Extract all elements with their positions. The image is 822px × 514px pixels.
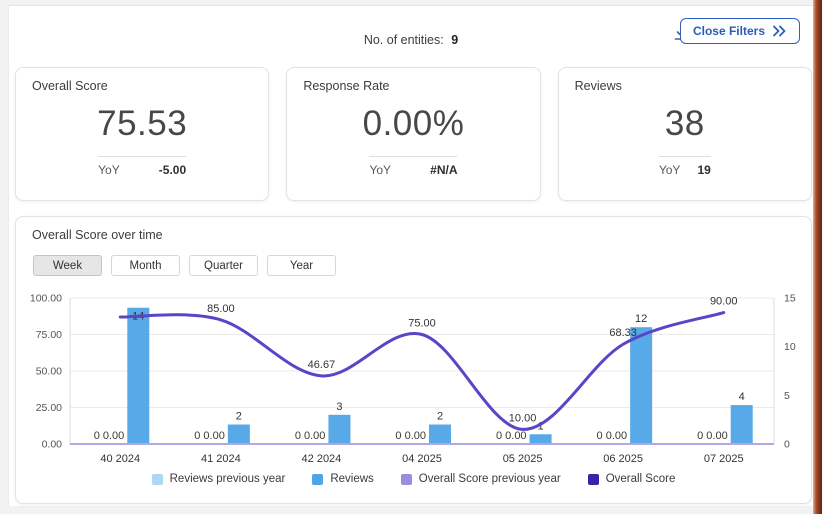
svg-text:0 0.00: 0 0.00 xyxy=(697,430,728,442)
svg-text:2: 2 xyxy=(437,411,443,423)
legend-label: Overall Score previous year xyxy=(418,473,561,485)
svg-text:07 2025: 07 2025 xyxy=(704,453,744,465)
background-edge xyxy=(813,0,822,514)
kpi-value: 38 xyxy=(664,104,705,143)
svg-text:0 0.00: 0 0.00 xyxy=(496,430,527,442)
time-granularity-tabs: Week Month Quarter Year xyxy=(33,255,336,276)
svg-text:4: 4 xyxy=(739,391,745,403)
svg-text:75.00: 75.00 xyxy=(36,329,62,341)
tab-year[interactable]: Year xyxy=(267,255,336,276)
kpi-divider xyxy=(98,156,187,157)
kpi-divider xyxy=(369,156,458,157)
chart-legend: Reviews previous year Reviews Overall Scor… xyxy=(16,473,811,485)
svg-text:0 0.00: 0 0.00 xyxy=(295,430,326,442)
main-panel: No. of entities: 9 Close Filters Overall… xyxy=(8,5,813,506)
svg-text:0 0.00: 0 0.00 xyxy=(395,430,426,442)
svg-text:1: 1 xyxy=(538,420,544,432)
entities-label: No. of entities: xyxy=(363,33,444,47)
entities-value: 9 xyxy=(451,33,459,47)
chart-title: Overall Score over time xyxy=(32,228,163,242)
svg-text:85.00: 85.00 xyxy=(207,303,235,315)
tab-quarter[interactable]: Quarter xyxy=(189,255,258,276)
svg-text:40 2024: 40 2024 xyxy=(100,453,140,465)
kpi-title: Overall Score xyxy=(32,79,108,93)
svg-text:10: 10 xyxy=(784,341,796,353)
tab-week[interactable]: Week xyxy=(33,255,102,276)
legend-swatch xyxy=(151,473,163,485)
svg-text:25.00: 25.00 xyxy=(36,402,62,414)
tab-month[interactable]: Month xyxy=(111,255,180,276)
svg-text:15: 15 xyxy=(784,293,796,305)
kpi-card-overall-score: Overall Score 75.53 YoY -5.00 xyxy=(15,67,270,201)
legend-swatch xyxy=(400,473,412,485)
svg-text:10.00: 10.00 xyxy=(509,412,537,424)
kpi-value: 0.00% xyxy=(362,104,465,143)
svg-text:75.00: 75.00 xyxy=(408,318,436,330)
legend-label: Reviews previous year xyxy=(169,473,286,485)
svg-text:3: 3 xyxy=(336,401,342,413)
yoy-value: #N/A xyxy=(430,163,458,177)
svg-text:0 0.00: 0 0.00 xyxy=(94,430,125,442)
close-filters-button[interactable]: Close Filters xyxy=(679,18,800,44)
svg-text:46.67: 46.67 xyxy=(308,359,336,371)
chart-card: Overall Score over time Week Month Quarter… xyxy=(15,216,812,504)
top-bar: No. of entities: 9 Close Filters xyxy=(9,6,813,64)
legend-item[interactable]: Overall Score xyxy=(587,473,676,485)
svg-text:100.00: 100.00 xyxy=(30,293,62,305)
svg-text:04 2025: 04 2025 xyxy=(402,453,442,465)
svg-text:0 0.00: 0 0.00 xyxy=(597,430,628,442)
yoy-value: 19 xyxy=(697,163,711,177)
svg-text:50.00: 50.00 xyxy=(36,366,62,378)
svg-text:12: 12 xyxy=(635,313,647,325)
svg-text:5: 5 xyxy=(784,390,790,402)
svg-text:0 0.00: 0 0.00 xyxy=(194,430,225,442)
svg-text:06 2025: 06 2025 xyxy=(603,453,643,465)
svg-text:05 2025: 05 2025 xyxy=(503,453,543,465)
yoy-value: -5.00 xyxy=(158,163,187,177)
yoy-label: YoY xyxy=(369,163,392,177)
kpi-title: Response Rate xyxy=(303,79,390,93)
svg-text:68.33: 68.33 xyxy=(609,327,637,339)
svg-text:90.00: 90.00 xyxy=(710,296,738,308)
svg-text:41 2024: 41 2024 xyxy=(201,453,241,465)
svg-text:2: 2 xyxy=(236,411,242,423)
yoy-label: YoY xyxy=(658,163,681,177)
legend-label: Overall Score xyxy=(605,473,676,485)
svg-text:42 2024: 42 2024 xyxy=(302,453,342,465)
legend-label: Reviews xyxy=(330,473,374,485)
close-filters-label: Close Filters xyxy=(692,24,765,38)
legend-item[interactable]: Overall Score previous year xyxy=(400,473,561,485)
legend-swatch xyxy=(587,473,599,485)
combo-chart-svg: 100.00 75.00 50.00 25.00 0.00 15 10 5 0 0 0.00 0 0… xyxy=(30,293,796,466)
kpi-title: Reviews xyxy=(574,79,622,93)
kpi-divider xyxy=(658,156,711,157)
svg-text:0: 0 xyxy=(784,439,790,451)
kpi-card-reviews: Reviews 38 YoY 19 xyxy=(557,67,812,201)
legend-item[interactable]: Reviews previous year xyxy=(151,473,286,485)
kpi-card-response-rate: Response Rate 0.00% YoY #N/A xyxy=(286,67,541,201)
legend-item[interactable]: Reviews xyxy=(312,473,374,485)
double-chevron-right-icon xyxy=(773,25,786,37)
combo-chart: 100.00 75.00 50.00 25.00 0.00 15 10 5 0 0 0.00 0 0… xyxy=(22,289,812,466)
entities-count: No. of entities: 9 xyxy=(9,33,813,47)
kpi-row: Overall Score 75.53 YoY -5.00 Response R… xyxy=(15,67,812,201)
svg-text:0.00: 0.00 xyxy=(42,439,63,451)
kpi-value: 75.53 xyxy=(97,104,188,143)
yoy-label: YoY xyxy=(98,163,120,177)
legend-swatch xyxy=(312,473,324,485)
